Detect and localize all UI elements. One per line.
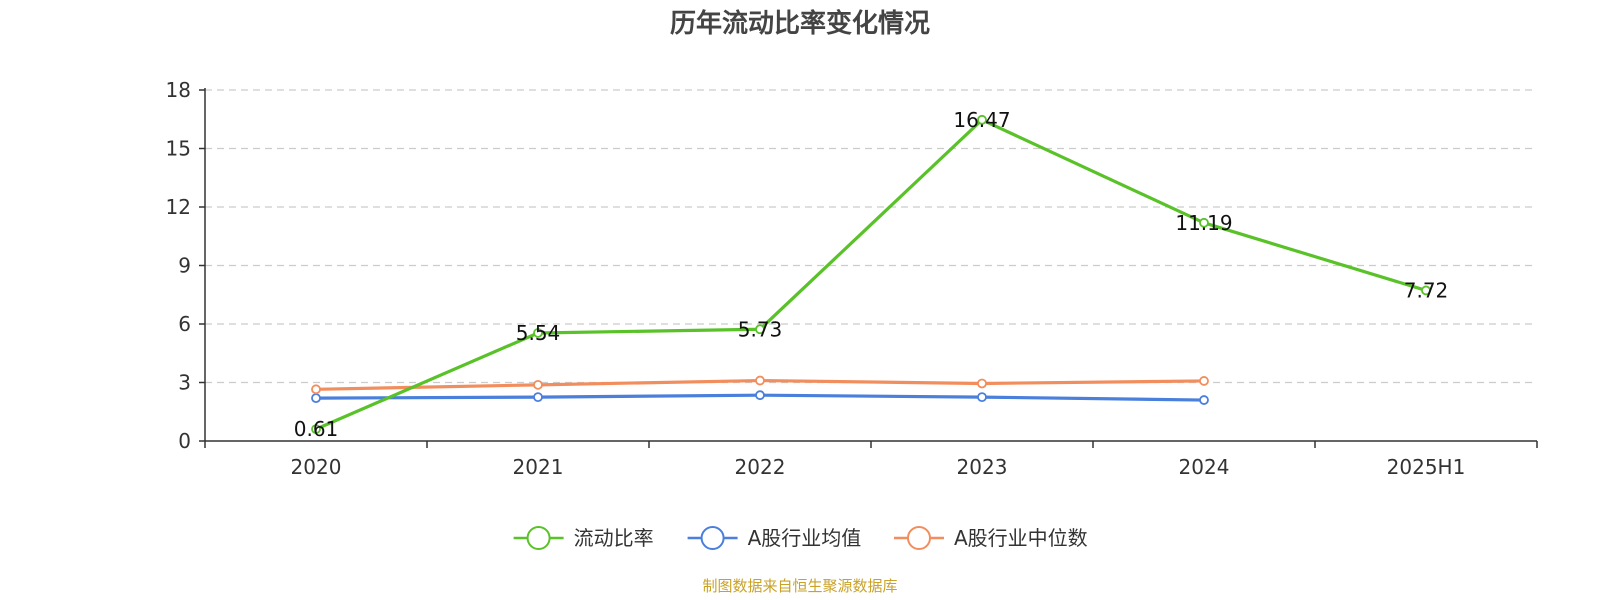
x-tick-label: 2024 (1179, 455, 1230, 479)
axes: 0 3 6 9 12 15 18 2020 2021 2022 2023 2024 2025H1 (166, 78, 1538, 479)
data-label: 11.19 (1175, 211, 1232, 235)
series-line-0 (315, 118, 1427, 431)
data-point (977, 114, 987, 125)
legend-label: 流动比率 (574, 526, 654, 550)
data-point (1199, 376, 1209, 386)
source-note: 制图数据来自恒生聚源数据库 (702, 577, 897, 595)
legend-circle-icon (907, 526, 931, 550)
y-tick-label: 15 (166, 137, 191, 161)
data-label: 5.73 (738, 317, 783, 341)
legend-circle-icon (526, 526, 551, 550)
data-point (311, 384, 321, 395)
x-tick-label: 2023 (957, 455, 1008, 479)
legend-circle-icon (700, 526, 725, 550)
data-point (533, 392, 543, 403)
legend-item-0[interactable]: 流动比率 (513, 526, 654, 550)
data-point (533, 379, 543, 390)
legend-item-1[interactable]: A股行业均值 (687, 526, 862, 550)
data-point (311, 424, 321, 435)
data-label: 7.72 (1404, 278, 1449, 302)
y-tick-label: 9 (178, 254, 191, 278)
data-point (977, 378, 987, 389)
data-point (977, 392, 987, 403)
data-point (1199, 395, 1209, 405)
x-tick-label: 2020 (291, 455, 342, 479)
x-tick-label: 2021 (513, 455, 564, 479)
x-tick-label: 2025H1 (1387, 455, 1466, 479)
data-point (311, 393, 321, 404)
data-point (755, 375, 765, 386)
data-point (755, 324, 765, 335)
legend-item-2[interactable]: A股行业中位数 (894, 526, 1088, 550)
data-label: 16.47 (953, 108, 1010, 132)
legend-label: A股行业中位数 (954, 526, 1088, 550)
y-tick-label: 0 (178, 429, 191, 453)
x-tick-label: 2022 (735, 455, 786, 479)
data-point (533, 328, 543, 338)
grid-lines (205, 89, 1537, 384)
data-point (1199, 217, 1209, 228)
data-point (1421, 285, 1431, 296)
data-label: 5.54 (516, 321, 561, 345)
legend[interactable]: 流动比率 A股行业均值 A股行业中位数 (513, 526, 1088, 550)
y-tick-label: 12 (166, 195, 191, 219)
data-label: 0.61 (294, 417, 339, 441)
data-labels: 0.61 5.54 5.73 16.47 11.19 7.72 (294, 108, 1449, 441)
y-tick-label: 18 (166, 78, 191, 102)
y-tick-label: 3 (178, 371, 191, 395)
series-lines (311, 114, 1431, 435)
legend-label: A股行业均值 (748, 526, 862, 550)
chart-title: 历年流动比率变化情况 (670, 8, 930, 39)
data-point (755, 390, 765, 401)
y-tick-label: 6 (178, 312, 191, 336)
